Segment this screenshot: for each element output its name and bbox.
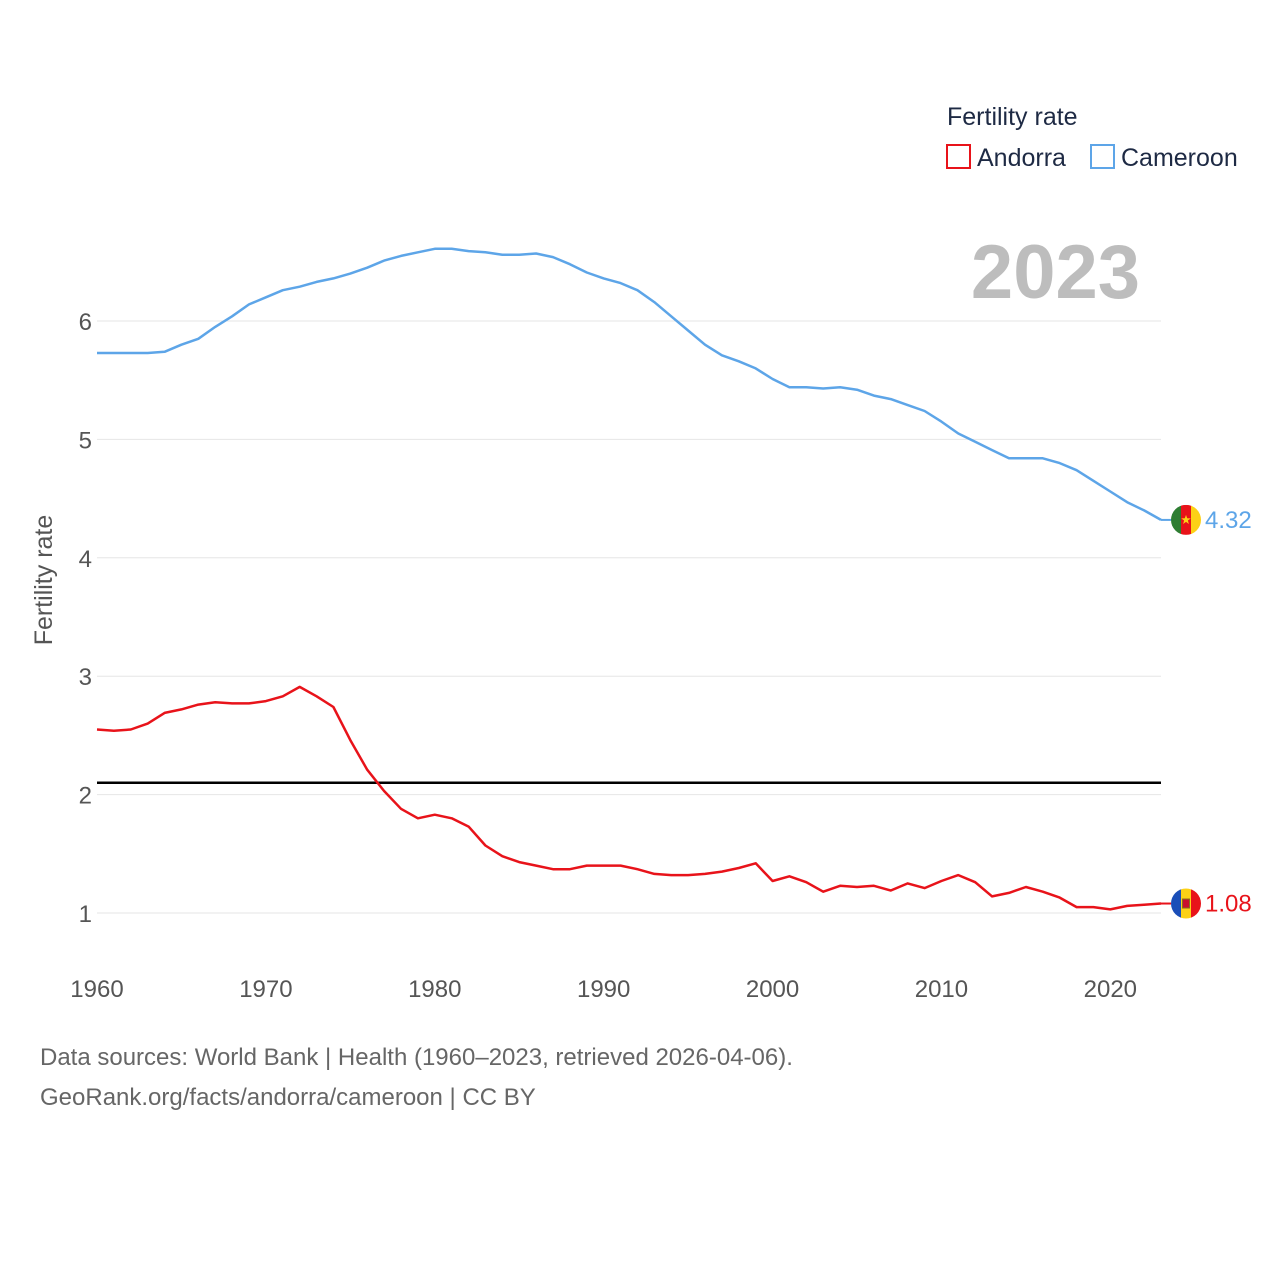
series-lines — [96, 247, 1162, 911]
legend-title: Fertility rate — [947, 103, 1078, 131]
x-tick-label: 2010 — [915, 976, 968, 1003]
cameroon-flag-icon — [1171, 504, 1201, 535]
y-tick-label: 3 — [79, 664, 92, 691]
series-line-cameroon[interactable] — [97, 247, 1162, 521]
end-value-label-cameroon: 4.32 — [1205, 507, 1252, 534]
endpoint-markers: 1.08 4.32 — [1161, 504, 1252, 919]
x-tick-label: 2000 — [746, 976, 799, 1003]
y-tick-label: 4 — [79, 546, 92, 573]
legend-swatch-cameroon — [1090, 144, 1115, 169]
legend-label-cameroon: Cameroon — [1121, 144, 1238, 172]
y-axis-ticks: 1 2 3 4 5 6 — [79, 309, 92, 928]
year-label: 2023 — [971, 230, 1140, 315]
x-tick-label: 1970 — [239, 976, 292, 1003]
legend-item-andorra[interactable]: Andorra — [946, 144, 1066, 172]
x-tick-label: 1960 — [70, 976, 123, 1003]
y-tick-label: 2 — [79, 783, 92, 810]
series-line-andorra[interactable] — [96, 685, 1162, 911]
grid-lines — [97, 320, 1161, 914]
legend-swatch-andorra — [946, 144, 971, 169]
x-tick-label: 1980 — [408, 976, 461, 1003]
legend-label-andorra: Andorra — [977, 144, 1066, 172]
x-tick-label: 2020 — [1084, 976, 1137, 1003]
y-tick-label: 5 — [79, 427, 92, 454]
source-text: Data sources: World Bank | Health (1960–… — [40, 1044, 793, 1071]
y-axis-label: Fertility rate — [30, 515, 58, 646]
y-tick-label: 6 — [79, 309, 92, 336]
source-link[interactable]: GeoRank.org/facts/andorra/cameroon | CC … — [40, 1084, 536, 1111]
x-tick-label: 1990 — [577, 976, 630, 1003]
legend-item-cameroon[interactable]: Cameroon — [1090, 144, 1238, 172]
legend: Fertility rate Andorra Cameroon — [946, 103, 1238, 172]
x-axis-ticks: 1960 1970 1980 1990 2000 2010 2020 — [70, 976, 1137, 1003]
andorra-flag-icon — [1171, 888, 1201, 919]
end-value-label-andorra: 1.08 — [1205, 891, 1252, 918]
y-tick-label: 1 — [79, 901, 92, 928]
